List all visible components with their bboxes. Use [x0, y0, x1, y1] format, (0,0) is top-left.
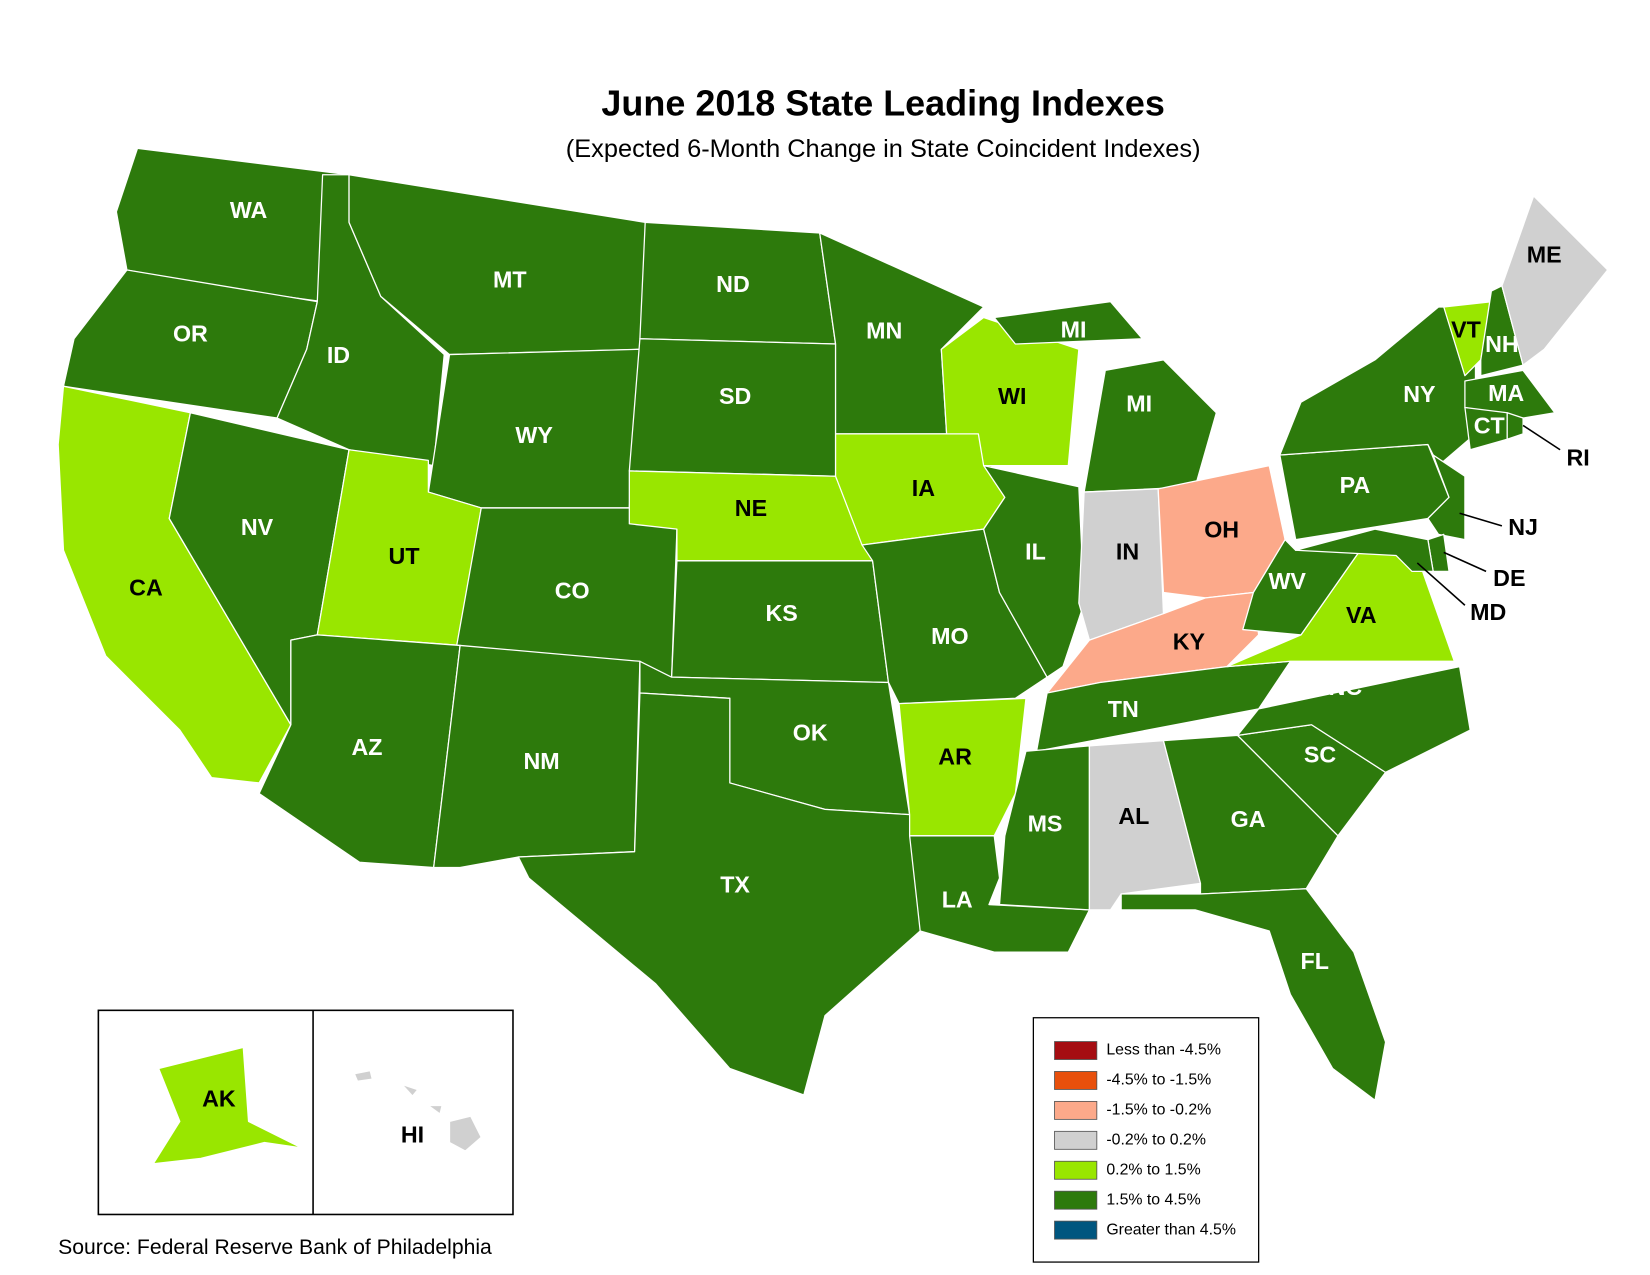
state-label: AK — [202, 1085, 236, 1111]
leader-line — [1522, 424, 1561, 451]
state — [1506, 412, 1524, 440]
state-label: LA — [942, 887, 973, 913]
state-label: TN — [1108, 696, 1139, 722]
state-label: MO — [931, 623, 968, 649]
state-label: MN — [866, 317, 902, 343]
state-label: NJ — [1508, 514, 1538, 540]
state-label: TX — [720, 872, 750, 898]
state — [454, 507, 678, 678]
state — [1464, 369, 1556, 419]
state — [1427, 454, 1466, 541]
state-label: AL — [1118, 803, 1149, 829]
legend-label: 1.5% to 4.5% — [1106, 1191, 1200, 1208]
state-label: IA — [912, 475, 935, 501]
state-label: MS — [1028, 810, 1063, 836]
state — [1279, 306, 1477, 467]
state-label: NH — [1485, 331, 1519, 357]
inset-frame — [97, 1009, 514, 1216]
legend-label: -0.2% to 0.2% — [1106, 1132, 1206, 1149]
state — [1295, 528, 1434, 573]
state — [993, 301, 1143, 345]
state-label: CT — [1474, 413, 1505, 439]
legend-label: 0.2% to 1.5% — [1106, 1161, 1200, 1178]
state-label: SD — [719, 383, 751, 409]
state-label: OK — [793, 719, 828, 745]
state — [1480, 285, 1524, 377]
state-label: ID — [327, 342, 350, 368]
state — [1120, 888, 1387, 1101]
source-note: Source: Federal Reserve Bank of Philadel… — [58, 1236, 492, 1259]
state — [1083, 359, 1217, 493]
legend-label: -4.5% to -1.5% — [1106, 1072, 1211, 1089]
state-label: CA — [129, 575, 163, 601]
state-label: OH — [1204, 516, 1239, 542]
state-label: NE — [735, 495, 767, 521]
state-label: IL — [1025, 539, 1046, 565]
state-label: NC — [1329, 674, 1363, 700]
states: WA OR CA NV ID MT WY UT CO AZ NM ND SD NE KS OK TX MN IA MO… — [57, 147, 1609, 1165]
state-label: MI — [1126, 390, 1152, 416]
state-label: UT — [389, 543, 420, 569]
state-label: AZ — [352, 734, 383, 760]
state-label: DE — [1493, 565, 1525, 591]
state-label: ME — [1527, 241, 1562, 267]
state — [983, 464, 1085, 678]
state-label: GA — [1231, 806, 1266, 832]
map-title: June 2018 State Leading Indexes — [601, 83, 1165, 124]
state — [152, 1046, 303, 1165]
leader-line — [1416, 562, 1466, 606]
legend-label: Less than -4.5% — [1106, 1042, 1221, 1059]
map-subtitle: (Expected 6-Month Change in State Coinci… — [566, 135, 1201, 163]
state — [517, 692, 921, 1096]
state-label: VT — [1451, 316, 1481, 342]
legend-swatch — [1054, 1220, 1098, 1240]
legend-swatch — [1054, 1071, 1098, 1090]
state-label: PA — [1340, 472, 1371, 498]
state-label: KY — [1173, 628, 1206, 654]
state — [353, 1069, 482, 1152]
legend: Less than -4.5% -4.5% to -1.5% -1.5% to -0… — [1054, 1041, 1236, 1240]
state-label: WA — [230, 197, 268, 223]
state-label: MI — [1061, 316, 1087, 342]
state-label: AR — [938, 744, 972, 770]
state-label: CO — [555, 578, 590, 604]
state-label: MD — [1470, 599, 1506, 625]
state-label: WI — [998, 383, 1026, 409]
state-label: NV — [241, 514, 274, 540]
legend-swatch — [1054, 1160, 1098, 1180]
state-label: HI — [401, 1121, 424, 1147]
legend-swatch — [1054, 1100, 1098, 1120]
legend-swatch — [1054, 1190, 1098, 1210]
state-label: IN — [1116, 539, 1139, 565]
legend-label: Greater than 4.5% — [1106, 1221, 1236, 1238]
state-label: FL — [1301, 948, 1329, 974]
state-label: WY — [515, 422, 553, 448]
state-label: MT — [493, 267, 527, 293]
leader-line — [1443, 551, 1487, 573]
leader-line — [1459, 512, 1503, 527]
legend-swatch — [1054, 1041, 1098, 1060]
state — [1501, 195, 1609, 366]
state-label: KS — [765, 600, 797, 626]
state-label: OR — [173, 321, 208, 347]
legend-swatch — [1054, 1130, 1098, 1150]
state-label: NM — [523, 748, 559, 774]
state-label: VA — [1346, 602, 1377, 628]
state — [1236, 665, 1471, 773]
state-label: ND — [716, 271, 750, 297]
state-label: WV — [1268, 568, 1306, 594]
state-label: RI — [1566, 444, 1589, 470]
state-label: SC — [1304, 742, 1337, 768]
state-label: MA — [1488, 380, 1524, 406]
legend-label: -1.5% to -0.2% — [1106, 1102, 1211, 1119]
state-label: NY — [1403, 381, 1436, 407]
